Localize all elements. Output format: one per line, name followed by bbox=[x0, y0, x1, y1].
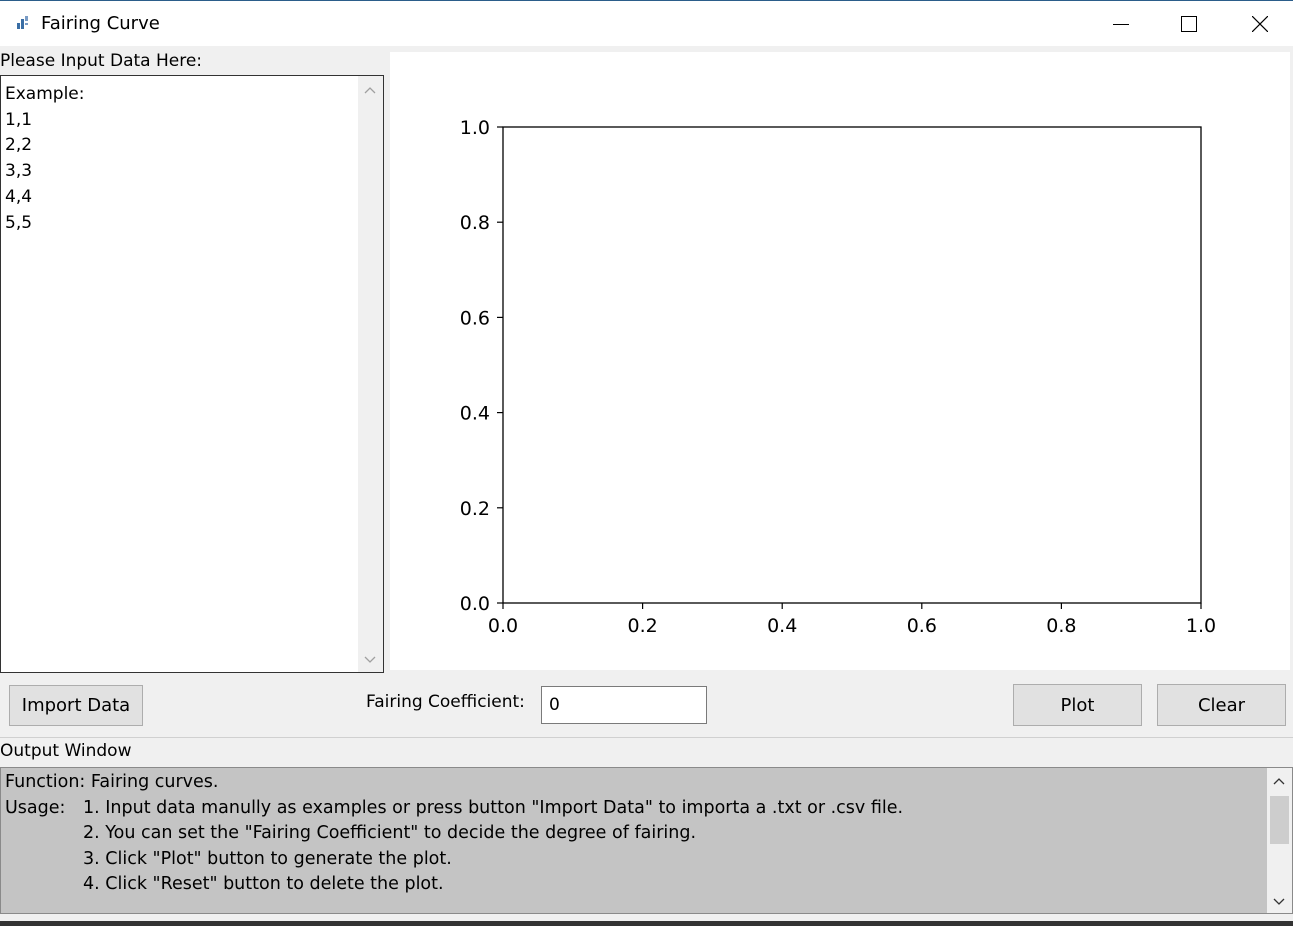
maximize-icon bbox=[1181, 15, 1197, 32]
scroll-thumb[interactable] bbox=[1270, 796, 1289, 844]
output-usage-line: 1. Input data manully as examples or pre… bbox=[83, 798, 904, 818]
y-tick-label: 0.2 bbox=[460, 498, 490, 520]
app-icon bbox=[14, 14, 32, 32]
y-tick-label: 0.0 bbox=[460, 593, 490, 615]
input-line: 1,1 bbox=[5, 109, 33, 130]
close-button[interactable] bbox=[1226, 1, 1293, 46]
bottom-border bbox=[0, 921, 1293, 926]
fairing-coefficient-input[interactable] bbox=[541, 686, 707, 724]
window-top-border bbox=[0, 0, 1293, 1]
maximize-button[interactable] bbox=[1155, 1, 1223, 46]
input-line: 2,2 bbox=[5, 135, 33, 156]
x-tick-label: 1.0 bbox=[1186, 615, 1216, 637]
scroll-down-icon[interactable] bbox=[1273, 898, 1285, 906]
y-tick-label: 0.6 bbox=[460, 307, 490, 329]
scroll-down-icon[interactable] bbox=[364, 656, 376, 664]
output-scrollbar[interactable] bbox=[1267, 768, 1292, 913]
input-line: 4,4 bbox=[5, 186, 33, 207]
x-tick-label: 0.2 bbox=[627, 615, 657, 637]
window-title: Fairing Curve bbox=[41, 13, 160, 34]
clear-button[interactable]: Clear bbox=[1157, 684, 1286, 726]
title-bar: Fairing Curve bbox=[0, 1, 1293, 46]
close-icon bbox=[1252, 15, 1268, 32]
output-usage-line: 4. Click "Reset" button to delete the pl… bbox=[83, 874, 444, 894]
y-tick-label: 1.0 bbox=[460, 117, 490, 139]
input-line: 3,3 bbox=[5, 161, 33, 182]
data-input-text: Example: 1,1 2,2 3,3 4,4 5,5 bbox=[5, 82, 84, 236]
input-line: 5,5 bbox=[5, 212, 33, 233]
minimize-button[interactable] bbox=[1087, 1, 1155, 46]
separator bbox=[0, 737, 1293, 738]
output-usage-line: 2. You can set the "Fairing Coefficient"… bbox=[83, 823, 697, 843]
output-label: Output Window bbox=[0, 741, 132, 761]
input-line: Example: bbox=[5, 84, 85, 104]
plot-button[interactable]: Plot bbox=[1013, 684, 1142, 726]
scroll-up-icon[interactable] bbox=[364, 86, 376, 94]
chart: 0.0 0.2 0.4 0.6 0.8 1.0 0.0 0.2 0.4 0.6 0.8 1.0 bbox=[460, 117, 1216, 637]
x-tick-label: 0.4 bbox=[767, 615, 797, 637]
input-label: Please Input Data Here: bbox=[0, 51, 203, 71]
y-tick-label: 0.8 bbox=[460, 212, 490, 234]
data-input-textarea[interactable]: Example: 1,1 2,2 3,3 4,4 5,5 bbox=[0, 75, 384, 673]
output-window[interactable]: Function: Fairing curves. Usage: 1. Inpu… bbox=[0, 767, 1293, 914]
plot-area: 0.0 0.2 0.4 0.6 0.8 1.0 0.0 0.2 0.4 0.6 0.8 1.0 bbox=[390, 52, 1290, 670]
import-data-button[interactable]: Import Data bbox=[9, 685, 143, 726]
fairing-coefficient-label: Fairing Coefficient: bbox=[366, 692, 525, 712]
output-usage-label: Usage: bbox=[5, 798, 66, 818]
output-usage-line: 3. Click "Plot" button to generate the p… bbox=[83, 849, 452, 869]
x-tick-label: 0.8 bbox=[1046, 615, 1076, 637]
output-function-line: Function: Fairing curves. bbox=[5, 772, 219, 792]
scroll-up-icon[interactable] bbox=[1273, 777, 1285, 785]
y-tick-label: 0.4 bbox=[460, 403, 490, 425]
x-tick-label: 0.6 bbox=[907, 615, 937, 637]
minimize-icon bbox=[1113, 23, 1129, 25]
x-tick-label: 0.0 bbox=[488, 615, 518, 637]
axes-frame bbox=[502, 126, 1202, 604]
input-scrollbar[interactable] bbox=[358, 76, 383, 672]
